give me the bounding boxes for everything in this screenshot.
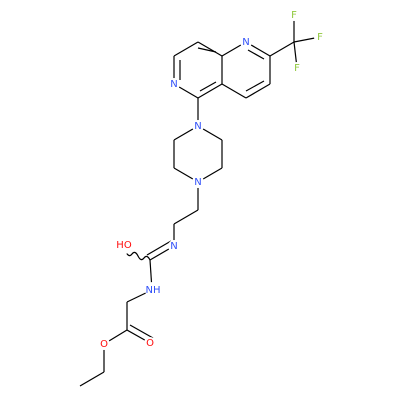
atom-label: N (170, 79, 177, 90)
label-masks (98, 9, 326, 350)
atom-label: F (317, 32, 323, 43)
atom-labels: F F F N N N N N HO NH O O (100, 10, 323, 350)
atom-label: O (146, 338, 154, 349)
atom-label: F (291, 10, 297, 21)
atom-label: N (242, 37, 249, 48)
atom-label: O (100, 339, 108, 350)
atom-label: NH (146, 285, 161, 296)
atom-label: N (194, 121, 201, 132)
atom-label: N (170, 241, 177, 252)
atom-label: F (294, 63, 300, 74)
bonds (79, 15, 321, 387)
atom-label: HO (116, 240, 132, 251)
atom-label: N (194, 177, 201, 188)
